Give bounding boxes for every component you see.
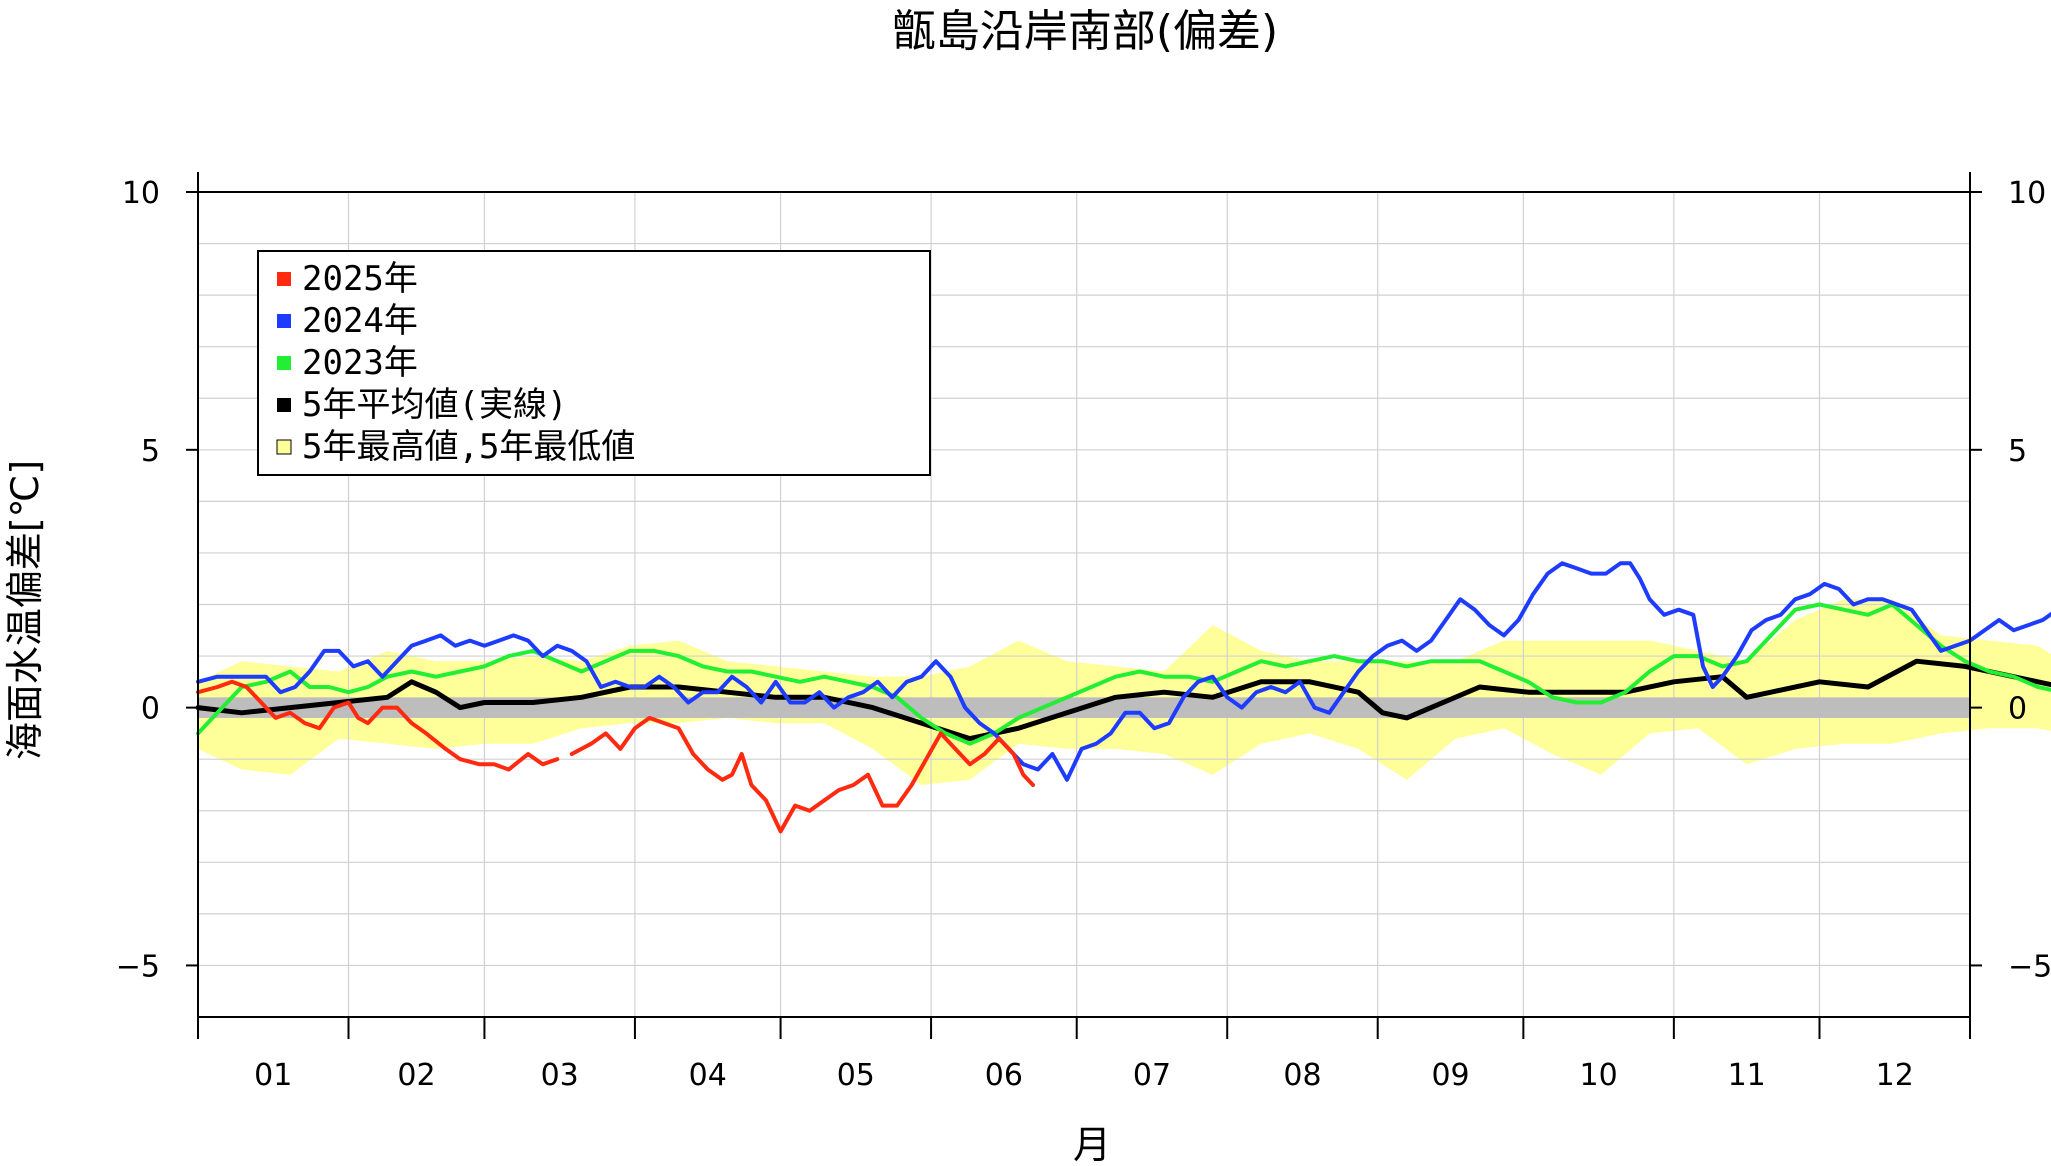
legend-label: 2024年 [302, 301, 418, 341]
x-tick-label: 08 [1283, 1058, 1321, 1093]
y-tick-label-right: 10 [2008, 176, 2046, 211]
legend-label: 2025年 [302, 259, 418, 299]
series-layer [195, 561, 2051, 834]
x-tick-label: 01 [254, 1058, 292, 1093]
x-tick-label: 03 [541, 1058, 579, 1093]
chart-title: 甑島沿岸南部(偏差) [892, 6, 1278, 57]
series-line-2023年 [196, 602, 2051, 746]
axis-layer: 10 10 5 5 0 0 −5 −5 01 02 03 04 05 06 07 08 09 10 11 12 [116, 172, 2051, 1093]
x-tick-label: 06 [985, 1058, 1023, 1093]
x-tick-label: 10 [1580, 1058, 1618, 1093]
y-tick-label-right: 0 [2008, 692, 2027, 727]
max-min-band-layer [198, 599, 2051, 785]
x-tick-label: 04 [689, 1058, 727, 1093]
y-axis-title: 海面水温偏差[℃] [3, 460, 47, 760]
y-tick-label-left: 5 [141, 434, 160, 469]
plot-frame [197, 191, 1971, 1018]
legend-label: 5年最高値,5年最低値 [302, 427, 635, 467]
y-tick-label-left: 0 [141, 692, 160, 727]
y-tick-label-right: −5 [2008, 949, 2051, 984]
x-tick-label: 02 [397, 1058, 435, 1093]
x-tick-label: 09 [1431, 1058, 1469, 1093]
legend-box [257, 250, 931, 476]
legend-swatch [276, 439, 292, 455]
series-line-2024年 [196, 561, 2051, 782]
legend-label: 2023年 [302, 343, 418, 383]
y-tick-label-left: 10 [122, 176, 160, 211]
legend-label: 5年平均値(実線) [302, 385, 567, 425]
x-tick-label: 11 [1728, 1058, 1766, 1093]
x-tick-label: 07 [1133, 1058, 1171, 1093]
x-tick-label: 12 [1876, 1058, 1914, 1093]
x-axis-title: 月 [1073, 1123, 1111, 1166]
legend-swatch [277, 272, 291, 286]
y-tick-label-left: −5 [116, 949, 160, 984]
legend-swatch [277, 356, 291, 370]
x-tick-label: 05 [837, 1058, 875, 1093]
series-line-5年平均値(実線) [195, 658, 2051, 742]
series-line-2025年 [196, 679, 1035, 834]
max-min-band [198, 599, 2051, 785]
y-tick-label-right: 5 [2008, 434, 2027, 469]
legend-swatch [277, 398, 291, 412]
legend-swatch [277, 314, 291, 328]
